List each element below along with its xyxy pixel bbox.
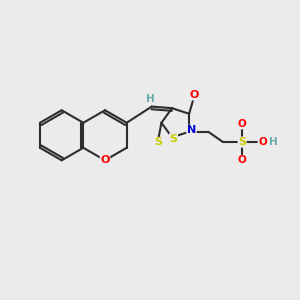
Text: S: S [238, 137, 246, 147]
Text: H: H [146, 94, 154, 104]
Text: O: O [238, 155, 247, 165]
Text: O: O [100, 155, 110, 165]
Text: O: O [190, 90, 199, 100]
Text: H: H [269, 137, 278, 147]
Text: O: O [258, 137, 267, 147]
Text: N: N [187, 125, 196, 135]
Text: O: O [238, 119, 247, 129]
Text: S: S [169, 134, 178, 144]
Text: S: S [154, 137, 163, 148]
